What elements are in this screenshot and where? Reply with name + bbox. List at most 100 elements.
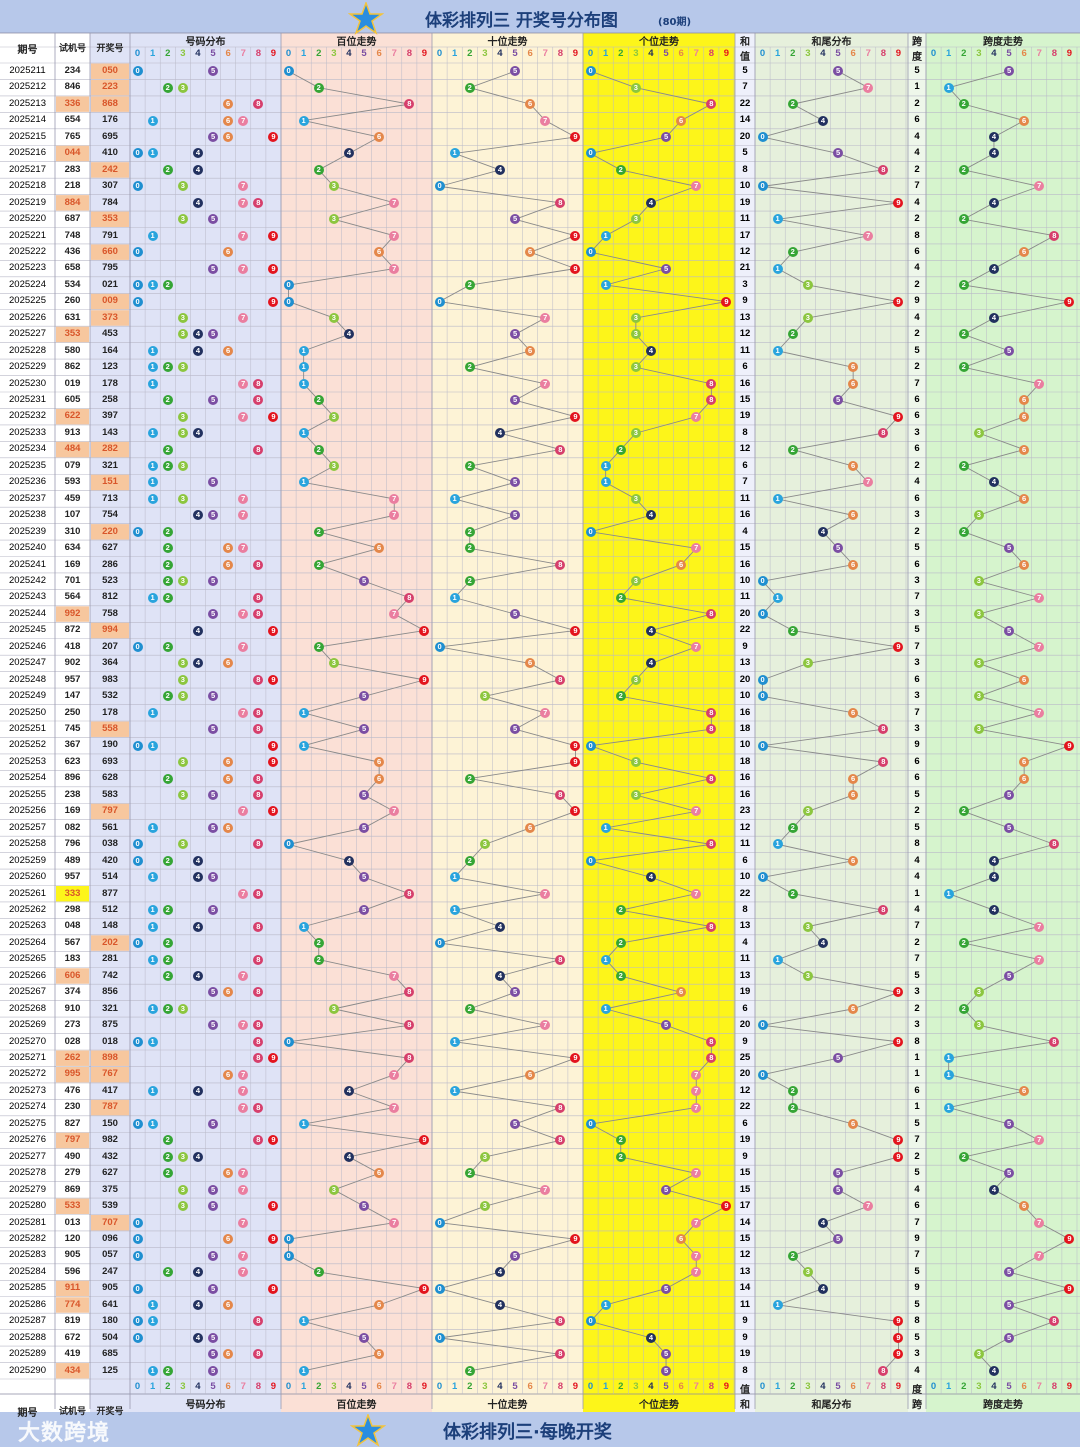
hundreds-trend-line [318,547,380,566]
sum-cell: 16 [739,377,751,389]
tens-trend-line [514,202,561,220]
hundreds-trend-ball: 6 [374,757,385,768]
span-trend-ball: 4 [988,905,999,916]
span-trend-ball: 6 [1019,493,1030,504]
draw-cell: 812 [102,591,118,603]
distribution-ball: 0 [132,1119,143,1130]
span-cell: 5 [914,788,920,800]
distribution-ball: 0 [132,247,143,258]
hundreds-trend-ball: 4 [343,1086,354,1097]
distribution-ball: 1 [147,1086,158,1097]
period-header: 期号 [17,45,38,56]
span-trend-line [978,975,1010,993]
span-trend-line [963,268,995,286]
span-trend-ball: 5 [1004,822,1015,833]
sum-tail-trend-ball: 0 [757,132,768,143]
trial-col-bg [55,33,90,1412]
units-trend-ball: 2 [615,691,626,702]
distribution-ball: 3 [177,329,188,340]
sum-cell: 23 [739,805,751,817]
units-trend-line [620,909,712,928]
span-trend-ball: 8 [1049,839,1060,850]
distribution-ball: 7 [238,378,249,389]
span-trend-line [948,70,1010,89]
sum-cell: 5 [742,147,748,159]
span-trend-line [963,926,1040,944]
distribution-ball: 8 [253,378,264,389]
draw-highlight [91,293,129,310]
sum-tail-trend-line [837,70,869,89]
span-cell: 4 [914,854,920,866]
sum-tail-bg [755,33,908,1412]
sum-tail-trend-ball: 1 [772,263,783,274]
trial-cell: 079 [64,459,81,471]
distribution-ball: 7 [238,609,249,620]
tens-trend-line [454,893,546,911]
hundreds-trend-ball: 3 [328,312,339,323]
digit-header: 3 [633,1381,639,1392]
tens-trend-ball: 6 [525,247,536,258]
digit-header: 1 [300,1381,307,1392]
span-trend-ball: 2 [958,329,969,340]
hundreds-trend-ball: 1 [298,477,309,488]
span-cell: 5 [914,624,920,636]
sum-tail-trend-ball: 3 [802,970,813,981]
draw-cell: 176 [102,114,118,126]
draw-cell: 660 [102,245,118,257]
units-trend-ball: 4 [645,625,656,636]
sum-tail-trend-line [762,728,884,747]
sum-cell: 20 [739,673,751,685]
tens-trend-ball: 7 [540,312,551,323]
digit-header: 2 [961,48,967,59]
distribution-ball: 4 [192,872,203,883]
span-trend-ball: 7 [1034,1250,1045,1261]
span-trend-line [993,843,1055,862]
tens-trend-line [529,251,576,270]
sum-cell: 10 [739,180,751,192]
distribution-ball: 8 [253,674,264,685]
hundreds-trend-ball: 8 [404,987,415,998]
trial-cell: 490 [64,1150,81,1162]
digit-header: 2 [790,48,796,59]
span-cell: 7 [914,953,920,965]
span-cell: 7 [914,1134,920,1146]
distribution-ball: 7 [238,970,249,981]
draw-cell: 758 [102,607,118,619]
tens-trend-line [469,778,561,796]
hundreds-trend-line [303,103,410,122]
distribution-ball: 3 [177,82,188,93]
span-trend-ball: 7 [1034,707,1045,718]
distribution-ball: 4 [192,148,203,159]
span-cell: 6 [914,394,920,405]
hundreds-trend-ball: 0 [283,296,294,307]
span-trend-ball: 6 [1019,1086,1030,1097]
sum-cell: 15 [739,542,751,554]
units-trend-ball: 2 [615,592,626,603]
distribution-ball: 8 [253,1036,264,1047]
distribution-ball: 8 [253,839,264,850]
tens-trend-ball: 4 [494,1299,505,1310]
units-trend-ball: 7 [691,1267,702,1278]
hundreds-trend-ball: 5 [359,872,370,883]
period-cell: 2025250 [9,706,46,718]
distribution-ball: 8 [253,1102,264,1113]
span-trend-ball: 4 [988,1184,999,1195]
sum-tail-trend-ball: 6 [848,362,859,373]
tens-trend-ball: 3 [479,1151,490,1162]
distribution-ball: 8 [253,609,264,620]
span-cell: 5 [914,344,920,356]
span-cell: 9 [914,295,920,307]
units-trend-line [605,827,712,845]
digit-header: 3 [180,48,186,59]
distribution-ball: 5 [208,905,219,916]
period-cell: 2025215 [9,130,46,142]
sum-cell: 6 [742,854,748,866]
trial-cell: 658 [64,262,81,274]
span-cell: 2 [914,278,920,290]
tens-trend-ball: 1 [449,1036,460,1047]
period-cell: 2025261 [9,887,46,899]
units-trend-ball: 3 [630,576,641,587]
sum-tail-trend-ball: 5 [833,543,844,554]
tens-trend-ball: 7 [540,707,551,718]
distribution-ball: 6 [223,559,234,570]
